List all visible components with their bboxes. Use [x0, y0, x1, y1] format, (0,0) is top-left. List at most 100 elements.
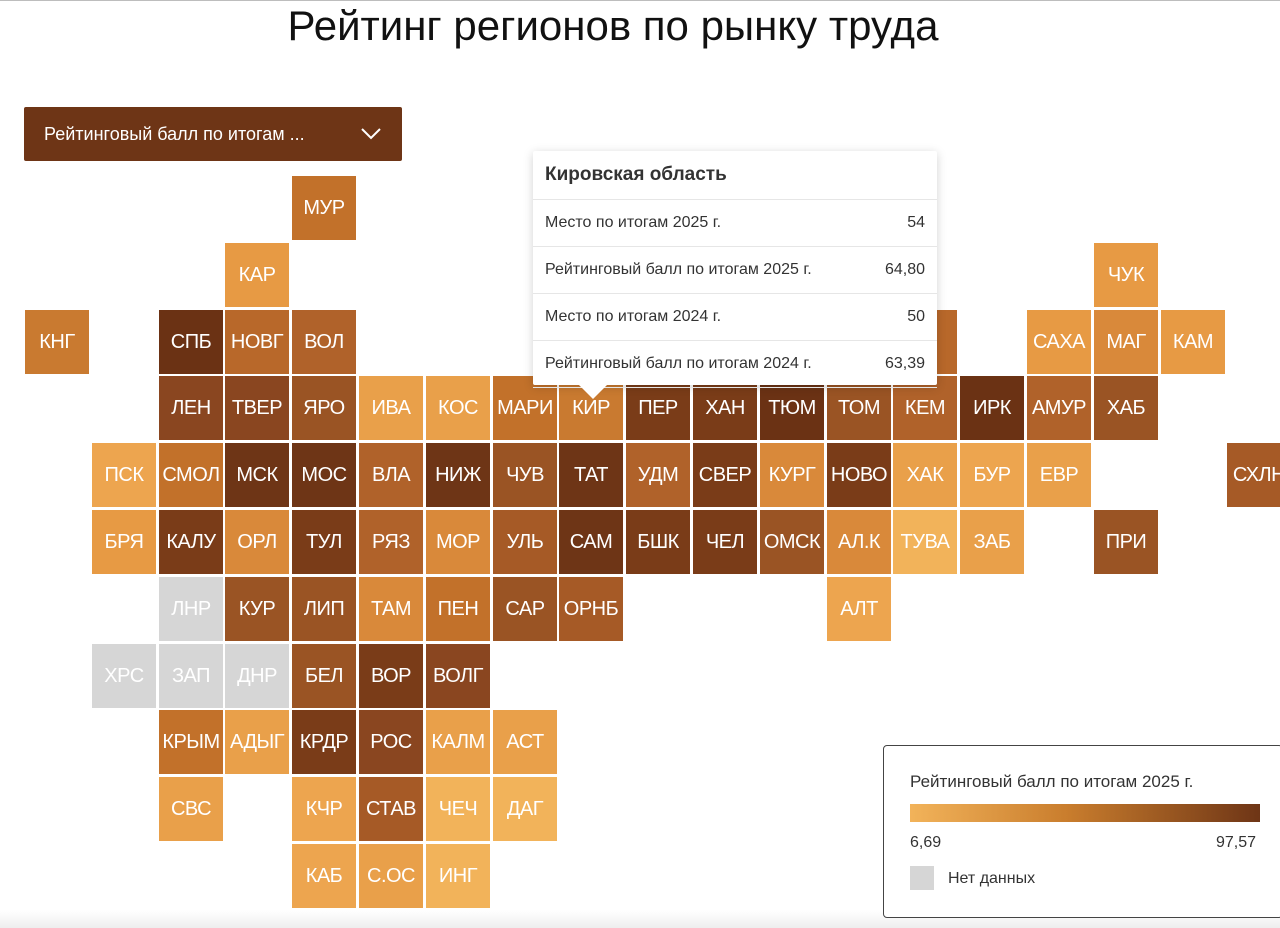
tooltip-row: Рейтинговый балл по итогам 2025 г. 64,80	[533, 247, 937, 294]
region-tile[interactable]: ЧУК	[1094, 243, 1158, 307]
region-tile[interactable]: ТУЛ	[292, 510, 356, 574]
region-tile[interactable]: ДАГ	[493, 777, 557, 841]
region-tile[interactable]: МСК	[225, 443, 289, 507]
region-tile[interactable]: КЧР	[292, 777, 356, 841]
region-tile[interactable]: ПСК	[92, 443, 156, 507]
region-tile[interactable]: СТАВ	[359, 777, 423, 841]
region-tile[interactable]: КОС	[426, 376, 490, 440]
tooltip-row-label: Место по итогам 2025 г.	[545, 214, 722, 231]
legend: Рейтинговый балл по итогам 2025 г. 6,69 …	[883, 745, 1280, 918]
no-data-label: Нет данных	[948, 870, 1036, 887]
region-tile[interactable]: АДЫГ	[225, 710, 289, 774]
region-tile[interactable]: ИВА	[359, 376, 423, 440]
region-tile[interactable]: ЛЕН	[159, 376, 223, 440]
chevron-down-icon	[360, 127, 382, 141]
region-tile[interactable]: АСТ	[493, 710, 557, 774]
region-tile[interactable]: КНГ	[25, 310, 89, 374]
region-tile[interactable]: ПЕН	[426, 577, 490, 641]
region-tile[interactable]: КРЫМ	[159, 710, 223, 774]
tooltip-row: Место по итогам 2025 г. 54	[533, 200, 937, 247]
region-tile[interactable]: КЕМ	[893, 376, 957, 440]
metric-dropdown[interactable]: Рейтинговый балл по итогам ...	[24, 107, 402, 161]
region-tile[interactable]: ЕВР	[1027, 443, 1091, 507]
region-tile[interactable]: УДМ	[626, 443, 690, 507]
region-tile[interactable]: ОРЛ	[225, 510, 289, 574]
region-tile[interactable]: ПРИ	[1094, 510, 1158, 574]
region-tile[interactable]: ОРНБ	[559, 577, 623, 641]
region-tile[interactable]: САР	[493, 577, 557, 641]
region-tile[interactable]: УЛЬ	[493, 510, 557, 574]
region-tile[interactable]: БУР	[960, 443, 1024, 507]
region-tile[interactable]: СМОЛ	[159, 443, 223, 507]
region-tile[interactable]: ХАН	[693, 376, 757, 440]
region-tile[interactable]: КАБ	[292, 844, 356, 908]
region-tile[interactable]: КУР	[225, 577, 289, 641]
region-tile[interactable]: МАГ	[1094, 310, 1158, 374]
region-tile[interactable]: ХАК	[893, 443, 957, 507]
region-tile[interactable]: НОВГ	[225, 310, 289, 374]
region-tile[interactable]: СПБ	[159, 310, 223, 374]
tooltip-row-value: 50	[907, 308, 925, 325]
no-data-swatch	[910, 866, 934, 890]
region-tile[interactable]: КУРГ	[760, 443, 824, 507]
region-tile[interactable]: ХРС	[92, 644, 156, 708]
region-tile[interactable]: КИР	[559, 376, 623, 440]
region-tile[interactable]: ИРК	[960, 376, 1024, 440]
region-tile[interactable]: КАР	[225, 243, 289, 307]
region-tile[interactable]: БШК	[626, 510, 690, 574]
region-tile[interactable]: ВЛА	[359, 443, 423, 507]
region-tile[interactable]: ДНР	[225, 644, 289, 708]
region-tile[interactable]: РЯЗ	[359, 510, 423, 574]
region-tile[interactable]: МАРИ	[493, 376, 557, 440]
region-tile[interactable]: СВС	[159, 777, 223, 841]
region-tile[interactable]: КАЛУ	[159, 510, 223, 574]
region-tile[interactable]: ВОР	[359, 644, 423, 708]
region-tile[interactable]: ЛНР	[159, 577, 223, 641]
region-tile[interactable]: КАМ	[1161, 310, 1225, 374]
region-tile[interactable]: ТУВА	[893, 510, 957, 574]
legend-gradient-bar	[910, 804, 1260, 822]
region-tile[interactable]: МОС	[292, 443, 356, 507]
region-tile[interactable]: КАЛМ	[426, 710, 490, 774]
region-tile[interactable]: САХА	[1027, 310, 1091, 374]
region-tile[interactable]: НИЖ	[426, 443, 490, 507]
region-tile[interactable]: ВОЛГ	[426, 644, 490, 708]
region-tile[interactable]: ЧУВ	[493, 443, 557, 507]
region-tile[interactable]: ЯРО	[292, 376, 356, 440]
region-tile[interactable]: РОС	[359, 710, 423, 774]
tooltip-row: Рейтинговый балл по итогам 2024 г. 63,39	[533, 341, 937, 388]
tooltip-row-value: 63,39	[884, 355, 925, 372]
region-tile[interactable]: С.ОС	[359, 844, 423, 908]
region-tile[interactable]: АМУР	[1027, 376, 1091, 440]
region-tile[interactable]: ВОЛ	[292, 310, 356, 374]
region-tile[interactable]: СХЛН	[1227, 443, 1280, 507]
region-tile[interactable]: ЗАП	[159, 644, 223, 708]
region-tile[interactable]: СВЕР	[693, 443, 757, 507]
region-tile[interactable]: АЛ.К	[827, 510, 891, 574]
region-tile[interactable]: ЛИП	[292, 577, 356, 641]
region-tile[interactable]: АЛТ	[827, 577, 891, 641]
tooltip-row-label: Место по итогам 2024 г.	[545, 308, 722, 325]
region-tile[interactable]: ХАБ	[1094, 376, 1158, 440]
tooltip-row-label: Рейтинговый балл по итогам 2024 г.	[545, 355, 812, 372]
page-title: Рейтинг регионов по рынку труда	[287, 2, 939, 49]
region-tile[interactable]: НОВО	[827, 443, 891, 507]
region-tile[interactable]: ЧЕЧ	[426, 777, 490, 841]
region-tile[interactable]: ТОМ	[827, 376, 891, 440]
region-tile[interactable]: ТВЕР	[225, 376, 289, 440]
region-tile[interactable]: САМ	[559, 510, 623, 574]
region-tile[interactable]: ЗАБ	[960, 510, 1024, 574]
region-tile[interactable]: БРЯ	[92, 510, 156, 574]
region-tile[interactable]: МУР	[292, 176, 356, 240]
region-tile[interactable]: ЧЕЛ	[693, 510, 757, 574]
region-tile[interactable]: ТАМ	[359, 577, 423, 641]
region-tile[interactable]: ОМСК	[760, 510, 824, 574]
region-tile[interactable]: ИНГ	[426, 844, 490, 908]
region-tile[interactable]: БЕЛ	[292, 644, 356, 708]
region-tile[interactable]: КРДР	[292, 710, 356, 774]
region-tile[interactable]: ПЕР	[626, 376, 690, 440]
region-tile[interactable]: ТЮМ	[760, 376, 824, 440]
region-tile[interactable]: ТАТ	[559, 443, 623, 507]
region-tooltip: Кировская область Место по итогам 2025 г…	[533, 151, 937, 399]
region-tile[interactable]: МОР	[426, 510, 490, 574]
